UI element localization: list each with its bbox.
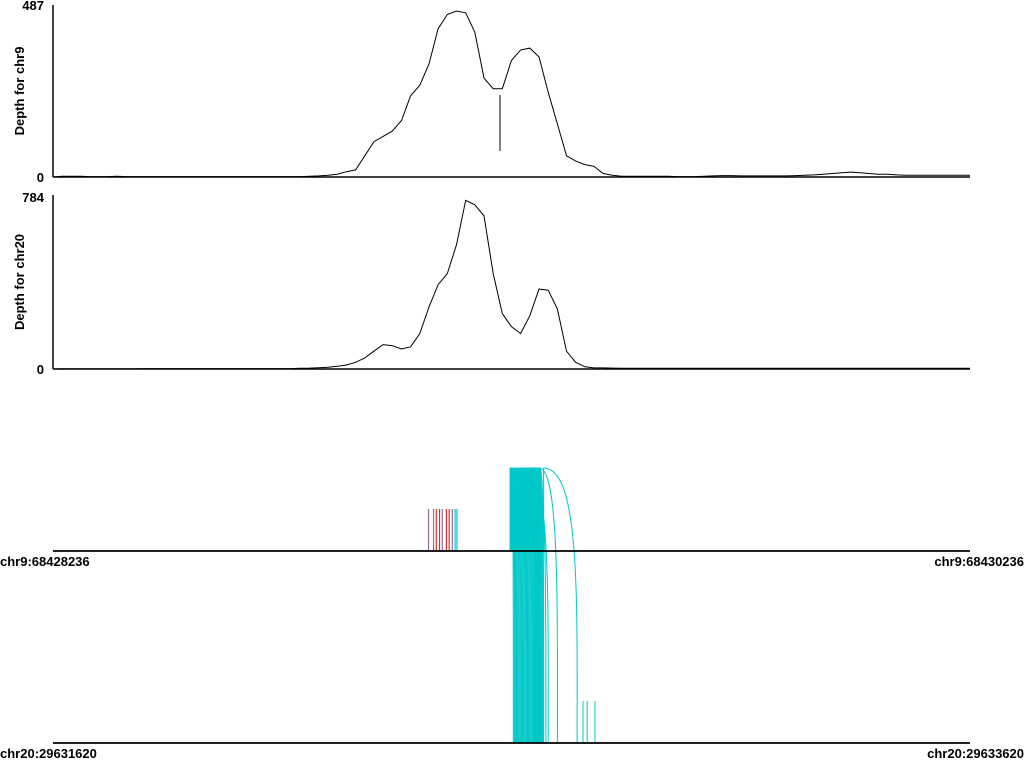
track-end-label-chr9: chr9:68430236 [934,554,1024,569]
depth-panel-chr9: 487 0 Depth for chr9 [12,0,970,185]
ytick-min-chr9: 0 [37,170,44,185]
depth-panel-chr20: 784 0 Depth for chr20 [12,190,970,377]
ytick-max-chr20: 784 [22,190,44,205]
track-end-label-chr20: chr20:29633620 [927,746,1024,761]
depth-line-chr20 [52,199,970,370]
ylabel-chr20: Depth for chr20 [12,234,27,330]
link-tracks: chr9:68428236 chr9:68430236 chr20:296316… [0,467,1024,761]
ytick-min-chr20: 0 [37,362,44,377]
track-start-label-chr9: chr9:68428236 [0,554,90,569]
cyan-link-34 [524,467,549,744]
ytick-max-chr9: 487 [22,0,44,13]
cyan-link-40 [531,467,536,744]
link-marks [427,467,596,744]
depth-line-chr9 [52,10,970,178]
track-start-label-chr20: chr20:29631620 [0,746,97,761]
ylabel-chr9: Depth for chr9 [12,47,27,136]
cyan-link-50 [543,467,578,744]
